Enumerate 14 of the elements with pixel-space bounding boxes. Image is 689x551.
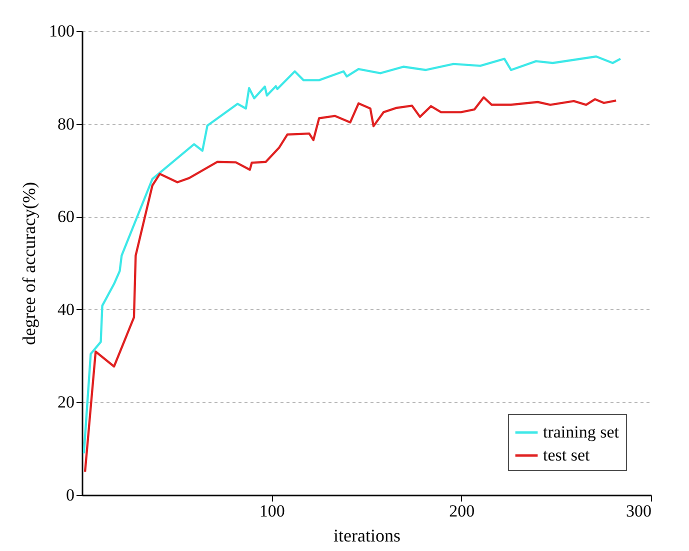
x-tick-label: 200: [449, 502, 475, 520]
y-tick-label: 20: [58, 392, 74, 412]
x-axis-title: iterations: [334, 526, 400, 546]
line-series: [84, 96, 618, 473]
y-tick-label: 80: [58, 114, 74, 134]
y-tick-label: 40: [58, 300, 74, 319]
legend-label: training set: [543, 422, 620, 442]
y-tick-label: 60: [58, 207, 74, 226]
x-tick-label: 300: [626, 502, 652, 520]
y-tick-label: 0: [66, 486, 74, 504]
x-tick-label: 100: [259, 502, 285, 520]
y-tick-label: 100: [49, 22, 74, 40]
legend-label: test set: [543, 446, 590, 464]
y-axis-title: degree of accuracy(%): [19, 182, 39, 345]
